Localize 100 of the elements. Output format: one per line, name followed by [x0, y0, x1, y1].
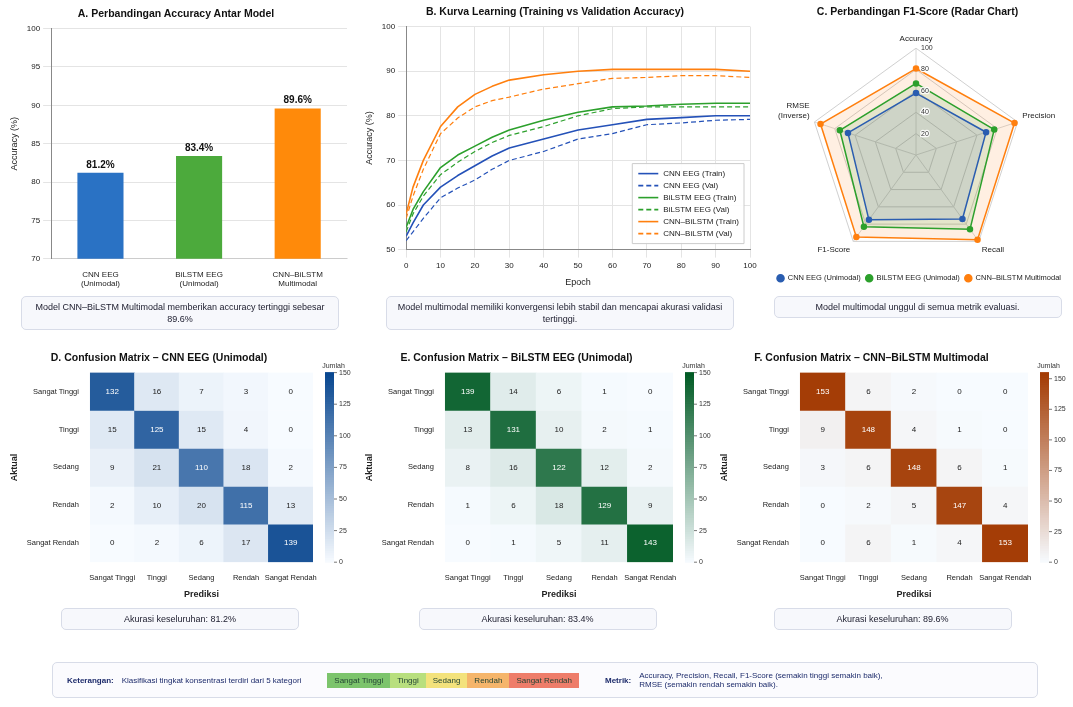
data-label: 0: [820, 500, 826, 510]
y-axis-title: Aktual: [8, 453, 19, 482]
data-label: 15: [197, 424, 207, 434]
data-label: 2: [866, 500, 872, 510]
y-tick-label: 70: [386, 155, 396, 165]
data-label: 153: [998, 538, 1013, 548]
data-label: 2: [647, 462, 653, 472]
data-label: 129: [597, 500, 612, 510]
data-label: 1: [957, 424, 963, 434]
data-label: 110: [195, 462, 209, 472]
legend-label: CNN–BiLSTM (Train): [663, 216, 740, 226]
data-label: 2: [602, 424, 608, 434]
data-label: 2: [911, 386, 917, 396]
chart-title: A. Perbandingan Accuracy Antar Model: [77, 7, 275, 20]
x-tick-label: 30: [504, 260, 515, 270]
text: Metrik:: [605, 675, 632, 685]
category-label: Sedang: [425, 672, 468, 688]
data-label: 16: [152, 386, 162, 396]
legend-label: CNN EEG (Val): [663, 180, 719, 190]
data-label: 0: [1002, 386, 1008, 396]
data-label: 132: [105, 386, 120, 396]
data-label: 6: [511, 500, 517, 510]
data-label: 13: [286, 500, 296, 510]
chart-title: D. Confusion Matrix – CNN EEG (Unimodal): [50, 351, 268, 364]
data-label: 139: [461, 386, 475, 396]
data-label: 0: [820, 538, 826, 548]
data-label: 10: [152, 500, 162, 510]
y-tick-label: 95: [31, 62, 41, 72]
data-label: 7: [199, 386, 205, 396]
data-label: 2: [110, 500, 116, 510]
x-axis-title: Prediksi: [896, 589, 932, 600]
chart-title: E. Confusion Matrix – BiLSTM EEG (Unimodal): [400, 351, 633, 364]
y-tick-label: 80: [386, 111, 396, 120]
data-label: 0: [1002, 424, 1008, 434]
data-label: 6: [199, 538, 205, 548]
data-label: 5: [911, 500, 917, 510]
data-label: 131: [506, 424, 521, 434]
data-label: 9: [820, 424, 826, 434]
legend-label: BiLSTM EEG (Val): [663, 204, 730, 214]
data-label: 115: [239, 500, 253, 510]
x-axis-title: Epoch: [565, 277, 591, 288]
x-tick-label: 50: [573, 260, 584, 270]
x-tick-label: 40: [539, 260, 549, 270]
y-tick-label: 60: [386, 200, 396, 210]
data-label: 0: [647, 386, 653, 396]
data-label: 139: [284, 538, 298, 548]
data-label: 1: [911, 538, 917, 548]
data-label: 20: [197, 500, 207, 510]
chart-title: B. Kurva Learning (Training vs Validation Accuracy): [425, 5, 685, 18]
data-label: 1: [602, 386, 608, 396]
data-label: 6: [866, 462, 872, 472]
text: Akurasi keseluruhan: 81.2%: [61, 608, 299, 631]
x-tick-label: 20: [470, 260, 480, 270]
data-label: 18: [241, 462, 252, 472]
legend-label: BiLSTM EEG (Train): [663, 192, 737, 202]
x-tick-label: 70: [642, 260, 652, 270]
data-label: 1: [1002, 462, 1008, 472]
data-label: 4: [1002, 500, 1008, 510]
y-tick-label: 100: [381, 21, 396, 31]
legend-label: CNN–BiLSTM (Val): [663, 228, 733, 238]
y-tick-label: 85: [31, 138, 41, 148]
y-axis-title: Aktual: [718, 453, 729, 482]
data-label: 0: [957, 386, 963, 396]
chart-title: C. Perbandingan F1-Score (Radar Chart): [816, 5, 1019, 18]
spoke-label: Recall: [981, 245, 1005, 255]
data-label: 125: [150, 424, 165, 434]
data-label: 18: [554, 500, 564, 510]
data-label: 148: [861, 424, 876, 434]
data-label: 1: [511, 538, 517, 548]
data-label: 8: [465, 462, 471, 472]
data-label: 0: [288, 424, 294, 434]
data-label: 2: [288, 462, 294, 472]
data-label: 148: [907, 462, 922, 472]
data-label: 0: [110, 538, 116, 548]
data-label: 1: [465, 500, 471, 510]
x-tick-label: CNN–BiLSTM Multimodal: [272, 269, 324, 289]
x-tick-label: 90: [711, 260, 721, 270]
x-tick-label: CNN EEG (Unimodal): [80, 269, 121, 289]
data-label: 83.4%: [184, 141, 214, 153]
data-label: 17: [241, 538, 252, 548]
spoke-label: Precision: [1022, 110, 1056, 120]
data-label: 14: [508, 386, 519, 396]
data-label: 16: [508, 462, 519, 472]
category-label: Rendah: [467, 672, 510, 688]
data-label: 6: [957, 462, 963, 472]
data-label: 10: [554, 424, 564, 434]
data-label: 143: [643, 538, 658, 548]
text: Akurasi keseluruhan: 89.6%: [773, 608, 1012, 631]
text: Model CNN–BiLSTM Multimodal memberikan accuracy tertinggi sebesar 89.6%: [21, 296, 339, 331]
x-tick-label: BiLSTM EEG (Unimodal): [175, 269, 223, 289]
data-label: 153: [816, 386, 830, 396]
text: Akurasi keseluruhan: 83.4%: [418, 608, 657, 631]
x-tick-label: 100: [743, 260, 758, 270]
y-tick-label: 100: [26, 23, 41, 33]
x-tick-label: 0: [403, 260, 409, 270]
data-label: 6: [556, 386, 562, 396]
data-label: 15: [107, 424, 118, 434]
data-label: 3: [820, 462, 826, 472]
data-label: 6: [866, 386, 872, 396]
data-label: 6: [866, 538, 872, 548]
